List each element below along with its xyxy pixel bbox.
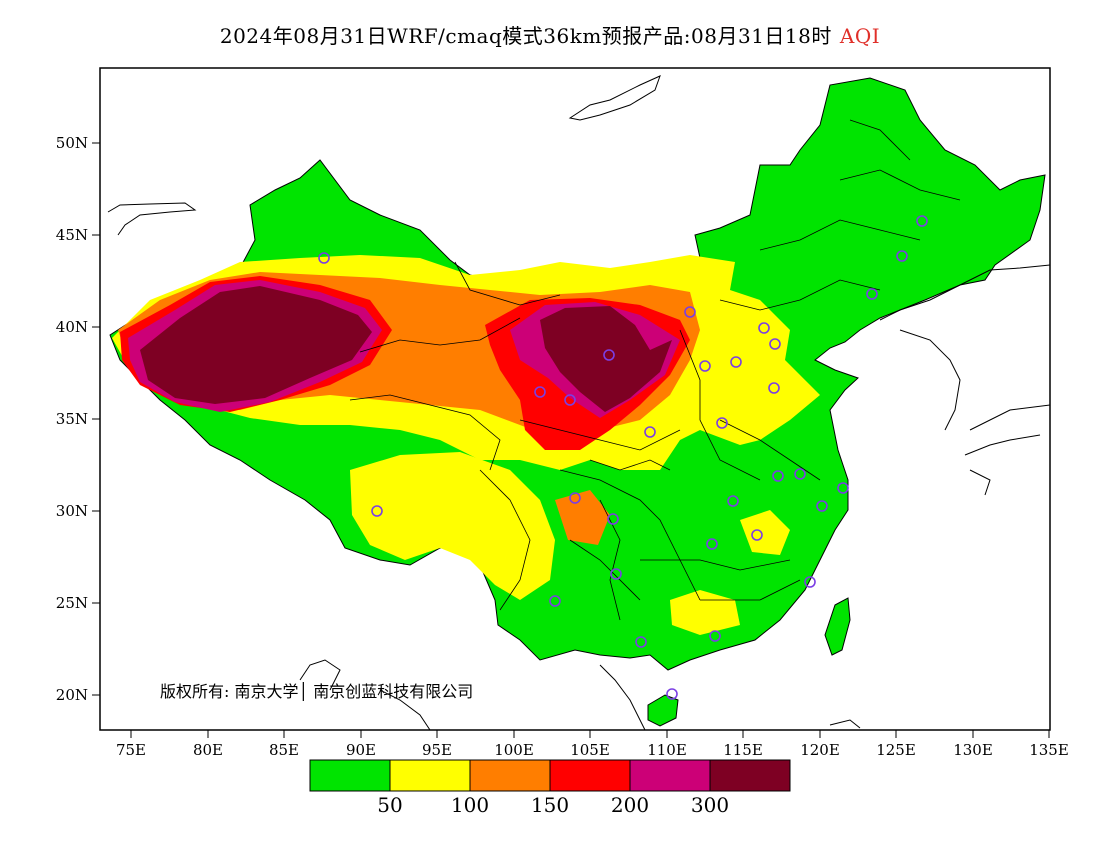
- map-title: 2024年08月31日WRF/cmaq模式36km预报产品:08月31日18时 A…: [0, 20, 1100, 49]
- title-text: 2024年08月31日WRF/cmaq模式36km预报产品:08月31日18时: [219, 24, 832, 48]
- aqi-band-yellow-tibet: [350, 452, 555, 600]
- lon-label: 105E: [570, 741, 610, 759]
- lat-label: 50N: [56, 134, 88, 152]
- legend-label: 300: [691, 793, 729, 817]
- legend-label: 50: [377, 793, 402, 817]
- lat-label: 20N: [56, 686, 88, 704]
- lon-label: 125E: [876, 741, 916, 759]
- legend-swatch: [309, 759, 391, 792]
- lon-label: 115E: [723, 741, 763, 759]
- lon-label: 130E: [953, 741, 993, 759]
- aqi-band-yellow-south: [670, 590, 740, 635]
- lon-label: 85E: [269, 741, 299, 759]
- neighbor-borders: [107, 75, 1050, 730]
- legend-label: 150: [531, 793, 569, 817]
- province-boundaries: [349, 119, 961, 621]
- lat-labels: 50N 45N 40N 35N 30N 25N 20N: [56, 134, 88, 704]
- lat-ticks: [92, 142, 100, 696]
- aqi-legend: 50 100 150 200 300: [309, 759, 791, 817]
- station-markers: [318, 215, 928, 700]
- lon-label: 120E: [800, 741, 840, 759]
- hainan-island: [647, 694, 679, 727]
- lon-ticks: [130, 730, 1050, 738]
- lon-labels: 75E 80E 85E 90E 95E 100E 105E 110E 115E …: [116, 741, 1069, 759]
- aqi-band-maroon-tarim: [140, 286, 372, 404]
- lat-label: 45N: [56, 226, 88, 244]
- lon-label: 80E: [193, 741, 223, 759]
- map-content: [107, 75, 1050, 730]
- legend-swatch: [629, 759, 711, 792]
- lon-label: 110E: [647, 741, 687, 759]
- map-frame: [99, 67, 1051, 731]
- lon-label: 135E: [1029, 741, 1069, 759]
- lat-label: 25N: [56, 594, 88, 612]
- legend-label: 100: [451, 793, 489, 817]
- copyright-text: 版权所有: 南京大学│ 南京创蓝科技有限公司: [160, 681, 473, 701]
- legend-label: 200: [611, 793, 649, 817]
- aqi-band-yellow-east: [740, 510, 790, 555]
- legend-swatch: [709, 759, 791, 792]
- taiwan-island: [824, 597, 851, 656]
- lon-label: 90E: [346, 741, 376, 759]
- lon-label: 95E: [422, 741, 452, 759]
- lat-label: 35N: [56, 410, 88, 428]
- lat-label: 40N: [56, 318, 88, 336]
- legend-swatch: [389, 759, 471, 792]
- aqi-band-orange-sichuan: [555, 490, 610, 545]
- legend-swatch: [469, 759, 551, 792]
- lon-label: 100E: [494, 741, 534, 759]
- lon-label: 75E: [116, 741, 146, 759]
- legend-swatch: [549, 759, 631, 792]
- lat-label: 30N: [56, 502, 88, 520]
- title-variable: AQI: [839, 24, 881, 48]
